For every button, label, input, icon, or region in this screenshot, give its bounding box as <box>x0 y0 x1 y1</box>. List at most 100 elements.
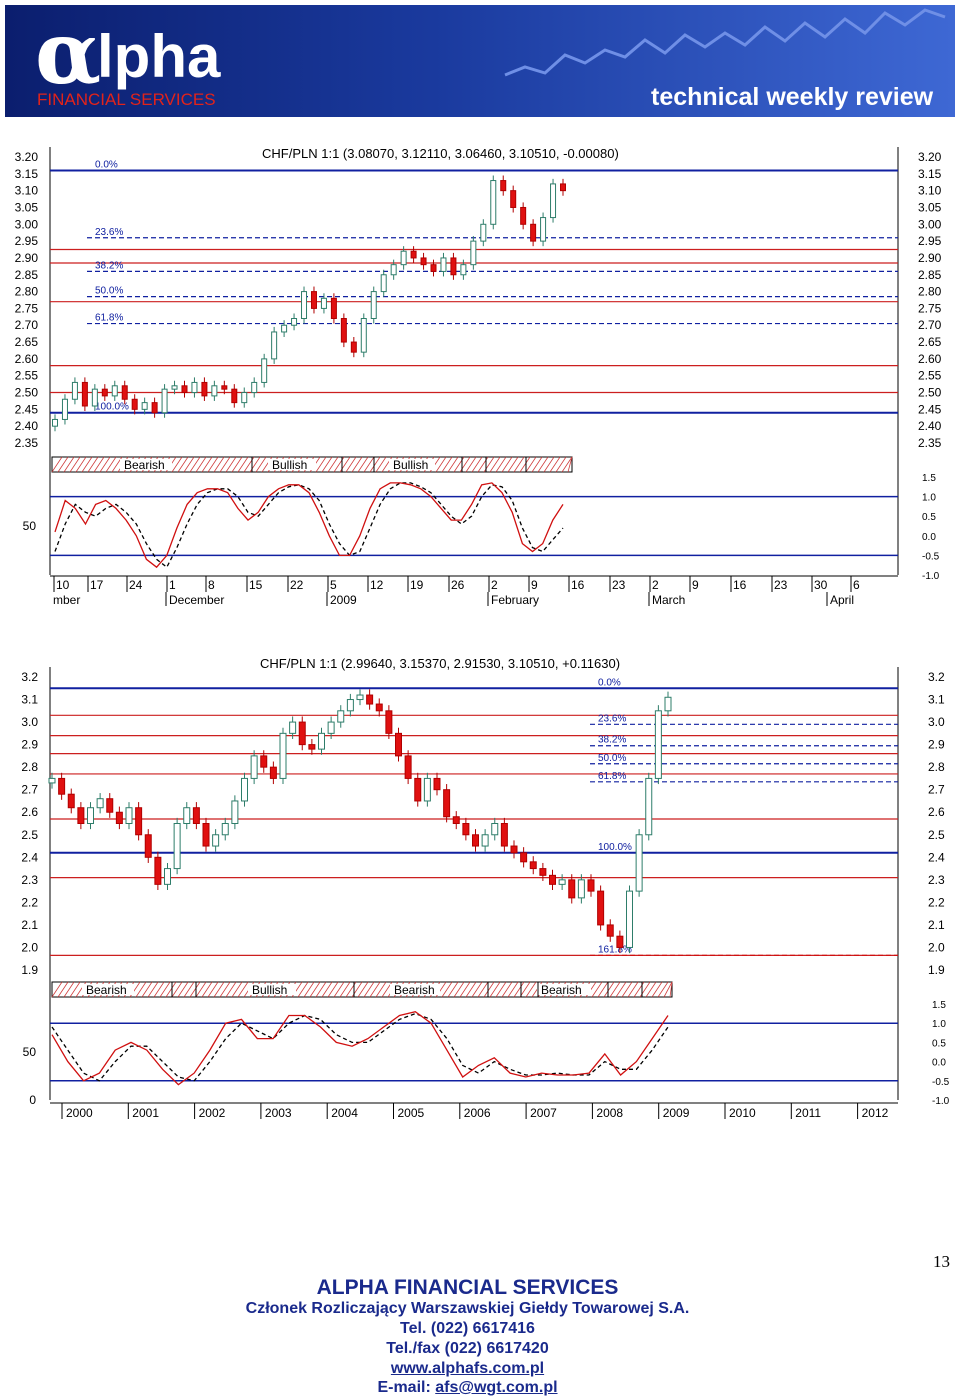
x-year-label: 2010 <box>729 1106 756 1120</box>
signal-label: Bearish <box>394 983 435 997</box>
candle-body <box>520 852 528 863</box>
footer-website-link[interactable]: www.alphafs.com.pl <box>390 1360 545 1377</box>
hatch-line <box>555 456 567 473</box>
y-tick-right: 2.60 <box>918 352 942 366</box>
chart2-signal-bar: Bearish Bullish Bearish Bearish <box>51 981 673 998</box>
candle-body <box>58 777 66 795</box>
hatch-line <box>513 456 525 473</box>
x-day-label: 12 <box>370 578 384 592</box>
y-tick-right: 2.90 <box>918 251 942 265</box>
candle-body <box>440 257 447 272</box>
candle-body <box>616 935 624 948</box>
y-tick-right: 3.2 <box>928 670 945 684</box>
hatch-line <box>159 981 171 998</box>
candle-body <box>71 381 78 400</box>
x-year-label: 2006 <box>464 1106 491 1120</box>
hatch-line <box>645 981 657 998</box>
x-year-label: 2003 <box>265 1106 292 1120</box>
hatch-line <box>327 456 339 473</box>
hatch-line <box>183 456 195 473</box>
candle-body <box>241 392 248 404</box>
candle-body <box>291 318 298 326</box>
candle-body <box>96 798 104 809</box>
candle-body <box>520 206 527 225</box>
x-day-label: 16 <box>571 578 585 592</box>
hatch-line <box>309 981 321 998</box>
y-tick-left: 2.55 <box>15 369 39 383</box>
hatch-line <box>615 981 627 998</box>
hatch-line <box>177 456 189 473</box>
footer-email-link[interactable]: afs@wgt.com.pl <box>435 1379 558 1396</box>
hatch-line <box>51 456 63 473</box>
stoch-tick-left: 50 <box>23 1045 37 1059</box>
candle-body <box>271 331 278 360</box>
hatch-line <box>153 981 165 998</box>
hatch-line <box>207 981 219 998</box>
candle-body <box>131 398 138 410</box>
hatch-line <box>495 981 507 998</box>
x-day-label: 19 <box>410 578 424 592</box>
y-tick-right: 2.75 <box>918 301 942 315</box>
candle-body <box>549 874 556 885</box>
hatch-line <box>465 456 477 473</box>
y-tick-left: 2.2 <box>21 895 38 909</box>
candle-body <box>77 807 85 825</box>
hatch-line <box>339 981 351 998</box>
candle-body <box>480 223 487 242</box>
candle-body <box>183 807 191 825</box>
candle-body <box>52 418 58 427</box>
y-tick-right: 2.1 <box>928 918 945 932</box>
candle-body <box>48 777 56 784</box>
hatch-line <box>195 456 207 473</box>
hatch-line <box>57 981 69 998</box>
candle-body <box>430 264 437 272</box>
candle-body <box>645 777 653 836</box>
page-number: 13 <box>933 1252 950 1271</box>
x-day-label: 5 <box>330 578 337 592</box>
stoch-fast-line <box>51 1010 669 1086</box>
candle-body <box>510 845 518 854</box>
hatch-line <box>75 456 87 473</box>
candle-body <box>202 823 210 847</box>
x-day-label: 17 <box>90 578 104 592</box>
x-year-label: 2002 <box>199 1106 226 1120</box>
logo-subtitle: FINANCIAL SERVICES <box>37 90 216 109</box>
candle-body <box>540 217 547 242</box>
alpha-symbol: α <box>35 5 101 104</box>
hatch-line <box>489 981 501 998</box>
tagline: technical weekly review <box>651 83 934 111</box>
candle-body <box>241 777 248 802</box>
hatch-line <box>357 456 369 473</box>
y-tick-right: 2.4 <box>928 850 945 864</box>
signal-label-bg <box>268 459 316 470</box>
x-month-label: December <box>169 593 224 607</box>
candle-body <box>164 868 171 885</box>
y-tick-left: 2.65 <box>15 335 39 349</box>
stoch-tick-right: -1.0 <box>922 571 940 582</box>
hatch-line <box>501 981 513 998</box>
stoch-tick-right: 1.5 <box>922 473 936 484</box>
fib-label: 61.8% <box>95 313 123 324</box>
y-tick-right: 2.65 <box>918 335 942 349</box>
hatch-line <box>141 981 153 998</box>
hatch-line <box>51 981 63 998</box>
stoch-tick-right: 0.0 <box>922 532 936 543</box>
chart2-y-axis-left: 3.2 3.1 3.0 2.9 2.8 2.7 2.6 2.5 2.4 2.3 2.2 2.1 2.0 1… <box>21 670 38 977</box>
hatch-line <box>519 456 531 473</box>
hatch-line <box>663 981 673 998</box>
signal-label: Bearish <box>86 983 127 997</box>
y-tick-left: 2.95 <box>15 234 39 248</box>
y-tick-right: 2.6 <box>928 805 945 819</box>
header-banner: α lpha FINANCIAL SERVICES technical week… <box>5 5 955 117</box>
y-tick-left: 2.85 <box>15 268 39 282</box>
candle-body <box>141 402 148 410</box>
fib-label: 23.6% <box>598 713 626 724</box>
candle-body <box>370 291 377 320</box>
candle-body <box>433 777 441 791</box>
candle-body <box>366 694 374 705</box>
hatch-line <box>255 456 267 473</box>
candle-body <box>400 250 407 266</box>
candle-body <box>221 823 229 836</box>
candle-body <box>330 297 337 320</box>
candle-body <box>298 721 306 746</box>
